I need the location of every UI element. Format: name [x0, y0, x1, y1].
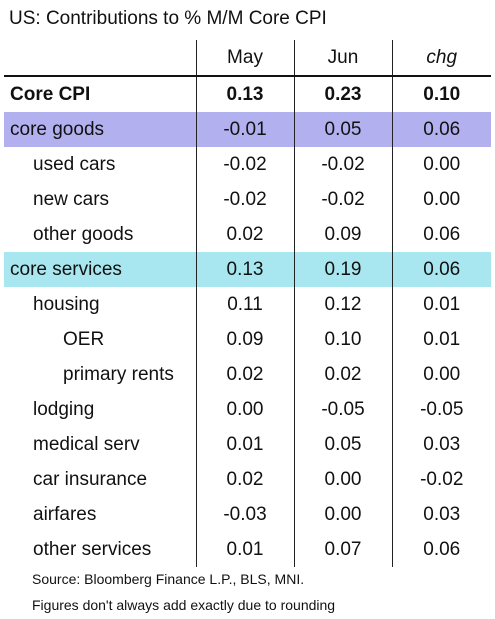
row-label: car insurance — [33, 469, 148, 490]
table-row-used-cars: used cars -0.02 -0.02 0.00 — [4, 147, 491, 182]
table-row-lodging: lodging 0.00 -0.05 -0.05 — [4, 392, 491, 427]
cell-may: 0.02 — [195, 217, 294, 252]
cell-may: 0.09 — [195, 322, 294, 357]
table-row-core-cpi: Core CPI 0.13 0.23 0.10 — [4, 76, 491, 112]
cell-jun: -0.02 — [293, 182, 392, 217]
cell-jun: 0.00 — [293, 497, 392, 532]
cell-may: 0.00 — [195, 392, 294, 427]
table-row-other-goods: other goods 0.02 0.09 0.06 — [4, 217, 491, 252]
row-label: primary rents — [63, 364, 174, 385]
header-jun: Jun — [293, 40, 392, 77]
cell-jun: 0.19 — [293, 252, 392, 287]
table-row-oer: OER 0.09 0.10 0.01 — [4, 322, 491, 357]
rounding-footnote: Figures don't always add exactly due to … — [32, 597, 336, 613]
table-row-primary-rents: primary rents 0.02 0.02 0.00 — [4, 357, 491, 392]
cell-chg: 0.03 — [391, 427, 491, 462]
cell-chg: 0.01 — [391, 287, 491, 322]
cell-chg: 0.01 — [391, 322, 491, 357]
row-label: other goods — [33, 224, 134, 245]
cell-may: 0.01 — [195, 532, 294, 567]
row-label: lodging — [33, 399, 95, 420]
row-label: used cars — [33, 154, 116, 175]
cell-may: -0.02 — [195, 182, 294, 217]
cell-jun: 0.09 — [293, 217, 392, 252]
cell-chg: 0.06 — [391, 252, 491, 287]
cell-chg: 0.00 — [391, 357, 491, 392]
cell-chg: 0.00 — [391, 182, 491, 217]
cell-chg: 0.10 — [391, 76, 491, 112]
row-label: OER — [63, 329, 105, 350]
header-chg: chg — [391, 40, 491, 77]
table-row-other-services: other services 0.01 0.07 0.06 — [4, 532, 491, 567]
table-row-core-services: core services 0.13 0.19 0.06 — [4, 252, 491, 287]
source-footnote: Source: Bloomberg Finance L.P., BLS, MNI… — [32, 571, 305, 587]
cell-jun: 0.02 — [293, 357, 392, 392]
cell-may: 0.13 — [195, 252, 294, 287]
row-label: airfares — [33, 504, 97, 525]
row-label: housing — [33, 294, 100, 315]
cell-may: 0.01 — [195, 427, 294, 462]
cell-chg: 0.06 — [391, 112, 491, 147]
cell-may: -0.01 — [195, 112, 294, 147]
table-row-airfares: airfares -0.03 0.00 0.03 — [4, 497, 491, 532]
cell-jun: -0.02 — [293, 147, 392, 182]
header-row: May Jun chg — [4, 40, 491, 77]
header-may: May — [195, 40, 294, 77]
cell-jun: 0.23 — [293, 76, 392, 112]
cell-jun: 0.05 — [293, 112, 392, 147]
cell-chg: 0.03 — [391, 497, 491, 532]
table-row-new-cars: new cars -0.02 -0.02 0.00 — [4, 182, 491, 217]
cell-jun: 0.00 — [293, 462, 392, 497]
cell-jun: 0.05 — [293, 427, 392, 462]
cell-may: 0.02 — [195, 357, 294, 392]
cell-chg: 0.06 — [391, 217, 491, 252]
row-label: Core CPI — [10, 84, 91, 105]
row-label: new cars — [33, 189, 110, 210]
cell-may: 0.02 — [195, 462, 294, 497]
contributions-table: May Jun chg Core CPI 0.13 0.23 0.10 core… — [4, 40, 491, 567]
row-label: medical serv — [33, 434, 140, 455]
cell-chg: -0.05 — [391, 392, 491, 427]
row-label: core goods — [4, 112, 196, 147]
row-label: other services — [33, 539, 152, 560]
cell-may: -0.03 — [195, 497, 294, 532]
table-title: US: Contributions to % M/M Core CPI — [9, 8, 327, 29]
table-row-housing: housing 0.11 0.12 0.01 — [4, 287, 491, 322]
cell-jun: 0.10 — [293, 322, 392, 357]
table-row-car-insurance: car insurance 0.02 0.00 -0.02 — [4, 462, 491, 497]
cell-jun: -0.05 — [293, 392, 392, 427]
cell-may: -0.02 — [195, 147, 294, 182]
header-label — [4, 40, 196, 77]
cell-jun: 0.07 — [293, 532, 392, 567]
row-label: core services — [4, 252, 196, 287]
cell-chg: 0.06 — [391, 532, 491, 567]
table-row-core-goods: core goods -0.01 0.05 0.06 — [4, 112, 491, 147]
cell-chg: -0.02 — [391, 462, 491, 497]
table-row-medical-serv: medical serv 0.01 0.05 0.03 — [4, 427, 491, 462]
cell-may: 0.13 — [195, 76, 294, 112]
cell-may: 0.11 — [195, 287, 294, 322]
cell-chg: 0.00 — [391, 147, 491, 182]
cell-jun: 0.12 — [293, 287, 392, 322]
